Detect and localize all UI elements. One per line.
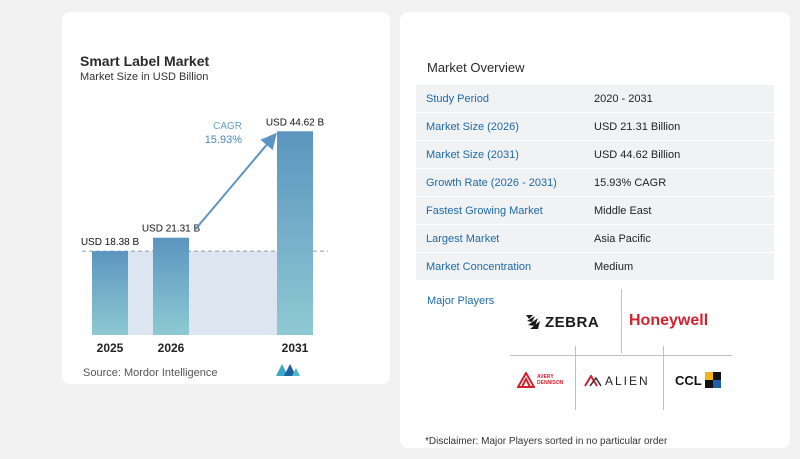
logo-divider	[510, 355, 732, 356]
overview-title: Market Overview	[427, 60, 525, 75]
zebra-wordmark: ZEBRA	[545, 313, 600, 331]
row-value: USD 21.31 Billion	[584, 112, 774, 141]
avery-dennison-icon	[517, 372, 535, 388]
ccl-logo: CCL	[675, 372, 721, 388]
bar-2025	[92, 251, 128, 335]
ccl-wordmark: CCL	[675, 372, 702, 388]
data-label: USD 21.31 B	[142, 224, 201, 235]
table-row: Market Concentration Medium	[416, 252, 774, 281]
table-row: Study Period 2020 - 2031	[416, 85, 774, 113]
chart-subtitle: Market Size in USD Billion	[80, 71, 209, 83]
row-value: Medium	[584, 252, 774, 281]
ccl-mark-icon	[704, 372, 721, 388]
bar-2031	[277, 131, 313, 335]
row-key: Market Size (2031)	[416, 140, 584, 169]
chart-title: Smart Label Market	[80, 53, 210, 69]
avery-dennison-wordmark: AVERY DENNISON	[537, 374, 564, 386]
table-row: Market Size (2026) USD 21.31 Billion	[416, 112, 774, 141]
data-label: USD 44.62 B	[266, 117, 325, 128]
cagr-value: 15.93%	[205, 134, 243, 146]
zebra-head-icon	[526, 315, 540, 329]
row-value: 15.93% CAGR	[584, 168, 774, 197]
alien-wordmark: ALIEN	[605, 374, 650, 388]
bar-2026	[153, 237, 189, 335]
alien-logo: ALIEN	[584, 374, 650, 388]
disclaimer: *Disclaimer: Major Players sorted in no …	[425, 436, 668, 447]
zebra-logo: ZEBRA	[524, 310, 599, 334]
row-key: Study Period	[416, 85, 584, 113]
row-value: 2020 - 2031	[584, 85, 774, 113]
x-tick-label: 2026	[158, 341, 185, 352]
logo-divider	[575, 346, 576, 410]
table-row: Largest Market Asia Pacific	[416, 224, 774, 253]
cagr-arrow	[194, 132, 277, 231]
baseline-band	[92, 251, 313, 335]
row-key: Market Concentration	[416, 252, 584, 281]
logo-divider	[663, 346, 664, 410]
x-tick-label: 2031	[282, 341, 309, 352]
row-key: Growth Rate (2026 - 2031)	[416, 168, 584, 197]
x-tick-label: 2025	[97, 341, 124, 352]
honeywell-logo: Honeywell	[629, 312, 709, 329]
cagr-label: CAGR	[213, 121, 242, 132]
row-value: Asia Pacific	[584, 224, 774, 253]
bar-chart: USD 18.38 B 2025 USD 21.31 B 2026 USD 44.62 …	[81, 117, 328, 352]
overview-table: Study Period 2020 - 2031 Market Size (20…	[416, 85, 774, 281]
data-label: USD 18.38 B	[81, 237, 140, 248]
row-key: Market Size (2026)	[416, 112, 584, 141]
row-key: Fastest Growing Market	[416, 196, 584, 225]
chart-card: Smart Label Market Market Size in USD Bi…	[62, 12, 390, 384]
alien-icon	[584, 375, 602, 387]
avery-dennison-logo: AVERY DENNISON	[517, 372, 564, 388]
overview-card: Market Overview Study Period 2020 - 2031…	[400, 12, 790, 448]
source-note: Source: Mordor Intelligence	[83, 367, 218, 379]
major-players-title: Major Players	[427, 295, 495, 307]
logo-divider	[621, 289, 622, 353]
table-row: Growth Rate (2026 - 2031) 15.93% CAGR	[416, 168, 774, 197]
row-value: Middle East	[584, 196, 774, 225]
row-value: USD 44.62 Billion	[584, 140, 774, 169]
table-row: Fastest Growing Market Middle East	[416, 196, 774, 225]
row-key: Largest Market	[416, 224, 584, 253]
mordor-logo-icon	[276, 364, 300, 376]
table-row: Market Size (2031) USD 44.62 Billion	[416, 140, 774, 169]
